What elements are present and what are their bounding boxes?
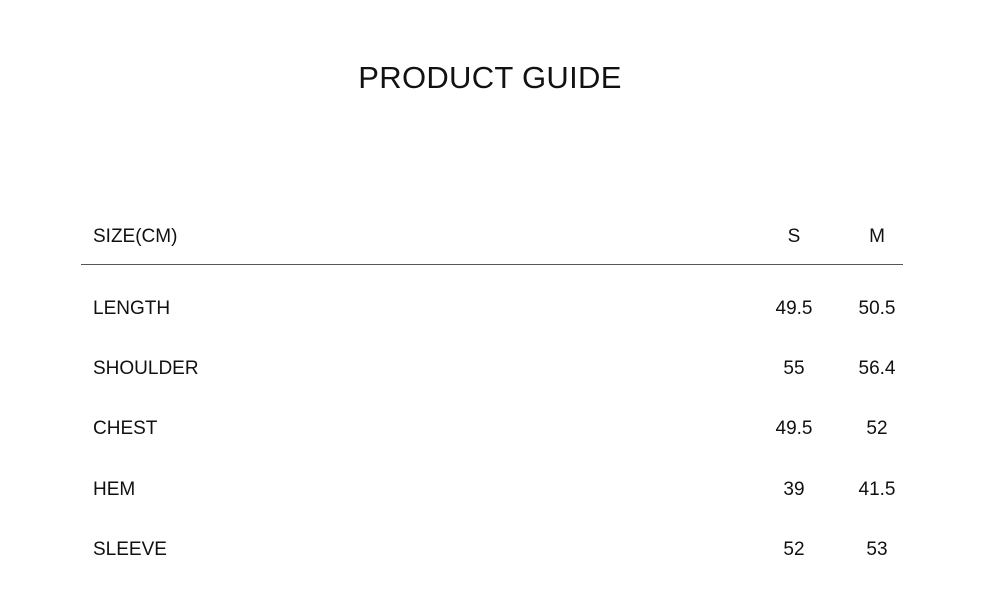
row-label: LENGTH: [93, 298, 171, 319]
table-row: SHOULDER 55 56.4: [0, 358, 1000, 382]
value-m: 50.5: [858, 298, 896, 319]
table-row: CHEST 49.5 52: [0, 418, 1000, 442]
header-size-m: M: [869, 226, 885, 247]
row-label: SLEEVE: [93, 539, 167, 560]
value-m: 53: [866, 539, 888, 560]
header-size-label: SIZE(CM): [93, 226, 178, 247]
page-title: PRODUCT GUIDE: [358, 60, 622, 95]
value-m: 52: [866, 418, 888, 439]
value-s: 49.5: [775, 298, 813, 319]
row-label: HEM: [93, 479, 136, 500]
table-row: SLEEVE 52 53: [0, 539, 1000, 563]
header-divider: [81, 264, 903, 265]
row-label: SHOULDER: [93, 358, 199, 379]
value-s: 52: [783, 539, 805, 560]
value-s: 55: [783, 358, 805, 379]
header-size-s: S: [787, 226, 801, 247]
value-m: 56.4: [858, 358, 896, 379]
value-s: 39: [783, 479, 805, 500]
table-header: SIZE(CM) S M: [0, 226, 1000, 250]
table-row: LENGTH 49.5 50.5: [0, 298, 1000, 322]
table-row: HEM 39 41.5: [0, 479, 1000, 503]
row-label: CHEST: [93, 418, 158, 439]
value-s: 49.5: [775, 418, 813, 439]
value-m: 41.5: [858, 479, 896, 500]
